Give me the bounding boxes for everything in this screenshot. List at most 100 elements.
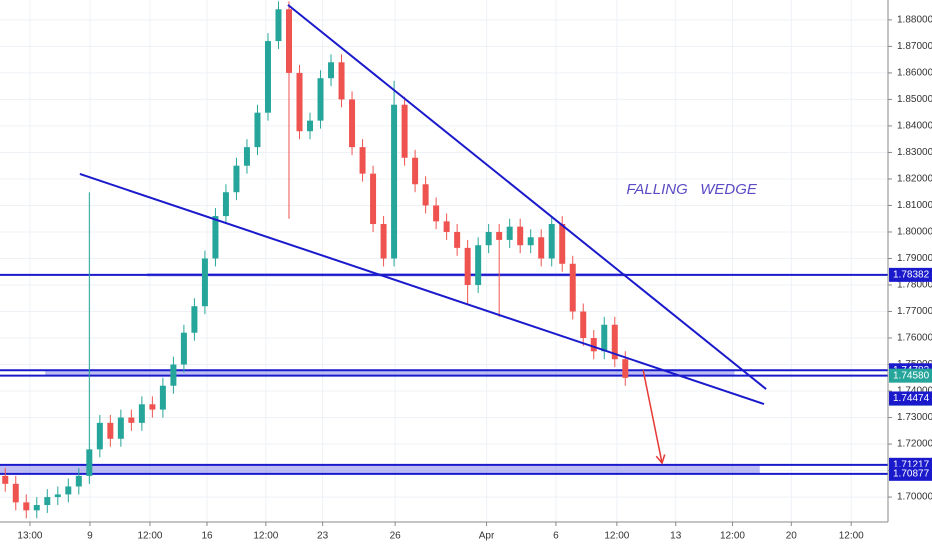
x-tick-label: 13 <box>670 531 682 542</box>
y-tick-label: 1.87000 <box>897 41 932 52</box>
candle-body <box>12 483 19 503</box>
candle-body <box>359 147 366 174</box>
x-tick-label: 16 <box>201 531 213 542</box>
candle-body <box>212 216 219 259</box>
candle-body <box>285 9 292 73</box>
y-tick-label: 1.88000 <box>897 15 932 26</box>
candle-body <box>548 224 555 259</box>
candle-body <box>475 245 482 285</box>
candle-body <box>75 475 82 487</box>
candle-body <box>622 359 629 378</box>
candle-body <box>391 104 398 259</box>
candle-body <box>23 502 30 511</box>
candle-body <box>86 449 93 476</box>
candle-body <box>527 237 534 246</box>
candle-body <box>44 497 51 506</box>
x-tick-label: 12:00 <box>604 531 629 542</box>
candle-body <box>107 422 114 439</box>
price-label-box <box>889 391 932 406</box>
trendline <box>79 172 765 406</box>
candle-body <box>149 404 156 410</box>
y-tick-label: 1.74000 <box>897 386 932 397</box>
y-tick-label: 1.76000 <box>897 333 932 344</box>
candle-body <box>380 224 387 259</box>
candle-body <box>412 157 419 185</box>
y-tick-label: 1.85000 <box>897 94 932 105</box>
y-tick-label: 1.84000 <box>897 121 932 132</box>
y-tick-label: 1.73000 <box>897 412 932 423</box>
x-tick-label: 20 <box>786 531 798 542</box>
candle-body <box>443 221 450 232</box>
candle-body <box>601 324 608 352</box>
y-tick-label: 1.70000 <box>897 492 932 503</box>
candle-body <box>191 306 198 333</box>
y-tick-label: 1.79000 <box>897 253 932 264</box>
candle-body <box>170 364 177 386</box>
y-tick-label: 1.72000 <box>897 439 932 450</box>
candle-body <box>275 9 282 42</box>
price-label-box <box>889 368 932 383</box>
price-label-box <box>889 267 932 282</box>
candle-body <box>611 324 618 360</box>
candle-body <box>506 226 513 240</box>
plot: FALLING WEDGE <box>0 0 888 522</box>
candle-body <box>517 226 524 246</box>
y-tick-label: 1.86000 <box>897 68 932 79</box>
candle-body <box>307 120 314 132</box>
candle-body <box>243 147 250 166</box>
x-tick-label: 9 <box>87 531 93 542</box>
zone <box>45 370 735 376</box>
price-label: 1.78382 <box>893 270 930 281</box>
x-tick-label: 12:00 <box>839 531 864 542</box>
y-tick-label: 1.83000 <box>897 147 932 158</box>
candle-body <box>454 231 461 248</box>
y-tick-label: 1.80000 <box>897 227 932 238</box>
candle-body <box>569 263 576 312</box>
y-tick-label: 1.78000 <box>897 280 932 291</box>
trendline <box>287 4 767 390</box>
candle-body <box>138 404 145 423</box>
candle-body <box>180 332 187 365</box>
price-label-box <box>889 466 932 481</box>
candle-body <box>559 224 566 264</box>
x-tick-label: Apr <box>479 531 495 542</box>
arrow-shaft <box>642 369 663 464</box>
candle-body <box>496 231 503 240</box>
candle-body <box>254 112 261 148</box>
annotation: FALLING WEDGE <box>626 181 758 198</box>
y-tick-label: 1.77000 <box>897 306 932 317</box>
candle-body <box>128 417 135 423</box>
candle-body <box>485 231 492 246</box>
candle-body <box>222 192 229 217</box>
candle-body <box>538 237 545 259</box>
candle-body <box>338 62 345 100</box>
candle-body <box>2 475 9 484</box>
price-label: 1.71217 <box>893 459 930 470</box>
x-tick-label: 26 <box>390 531 402 542</box>
candle-body <box>33 505 40 511</box>
y-tick-label: 1.81000 <box>897 200 932 211</box>
x-tick-label: 6 <box>553 531 559 542</box>
candle-body <box>401 104 408 158</box>
candle-body <box>464 247 471 285</box>
x-tick-label: 12:00 <box>253 531 278 542</box>
arrow-head <box>655 454 666 465</box>
candle-body <box>580 311 587 339</box>
candle-body <box>349 99 356 148</box>
candle-body <box>317 78 324 121</box>
candle-body <box>422 184 429 206</box>
candle-body <box>201 258 208 307</box>
candle-body <box>54 494 61 498</box>
price-label: 1.70877 <box>893 468 930 479</box>
candle-body <box>159 385 166 410</box>
price-label: 1.74474 <box>893 393 930 404</box>
candle-body <box>296 72 303 132</box>
candle-body <box>328 62 335 79</box>
candle-body <box>264 41 271 113</box>
zone <box>0 464 760 474</box>
candle-body <box>233 165 240 193</box>
candle-body <box>590 338 597 352</box>
x-tick-label: 12:00 <box>137 531 162 542</box>
x-tick-label: 23 <box>317 531 329 542</box>
